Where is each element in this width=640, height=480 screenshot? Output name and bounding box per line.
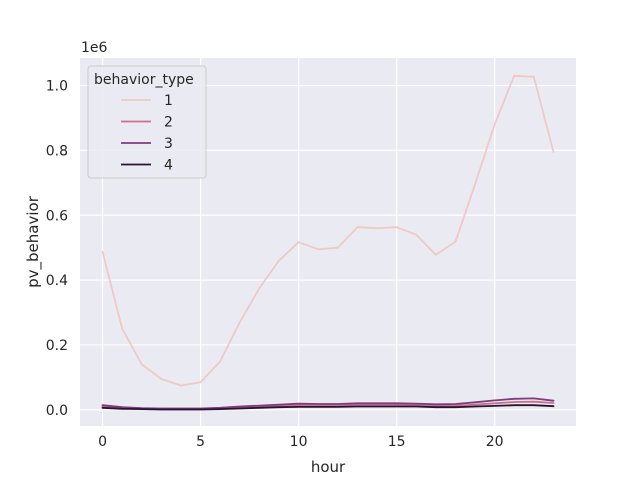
series-line-3 <box>101 397 555 410</box>
legend: behavior_type 1 2 3 4 <box>87 65 207 179</box>
legend-label-1: 1 <box>164 93 173 109</box>
x-tick-label: 20 <box>486 434 504 450</box>
y-tick-label: 0.0 <box>46 403 68 419</box>
x-tick-label: 0 <box>98 434 107 450</box>
series-line-1 <box>101 74 555 387</box>
y-tick-label: 0.2 <box>46 338 68 354</box>
y-axis-offset-label: 1e6 <box>81 40 108 56</box>
legend-title: behavior_type <box>94 72 194 88</box>
x-tick-labels: 0 5 10 15 20 <box>98 434 503 450</box>
x-tick-label: 10 <box>290 434 308 450</box>
legend-label-4: 4 <box>164 158 173 174</box>
legend-label-3: 3 <box>164 136 173 152</box>
legend-items: 1 2 3 4 <box>121 93 173 174</box>
series-line-4 <box>101 404 555 411</box>
series-lines <box>101 74 555 411</box>
x-tick-label: 5 <box>196 434 205 450</box>
y-tick-label: 1.0 <box>46 79 68 95</box>
x-axis-label: hour <box>311 458 346 476</box>
y-tick-label: 0.6 <box>46 208 68 224</box>
y-tick-label: 0.8 <box>46 143 68 159</box>
x-tick-label: 15 <box>388 434 406 450</box>
legend-label-2: 2 <box>164 115 173 131</box>
y-tick-labels: 0.0 0.2 0.4 0.6 0.8 1.0 <box>46 79 68 419</box>
y-axis-label: pv_behavior <box>24 195 43 288</box>
y-tick-label: 0.4 <box>46 273 68 289</box>
